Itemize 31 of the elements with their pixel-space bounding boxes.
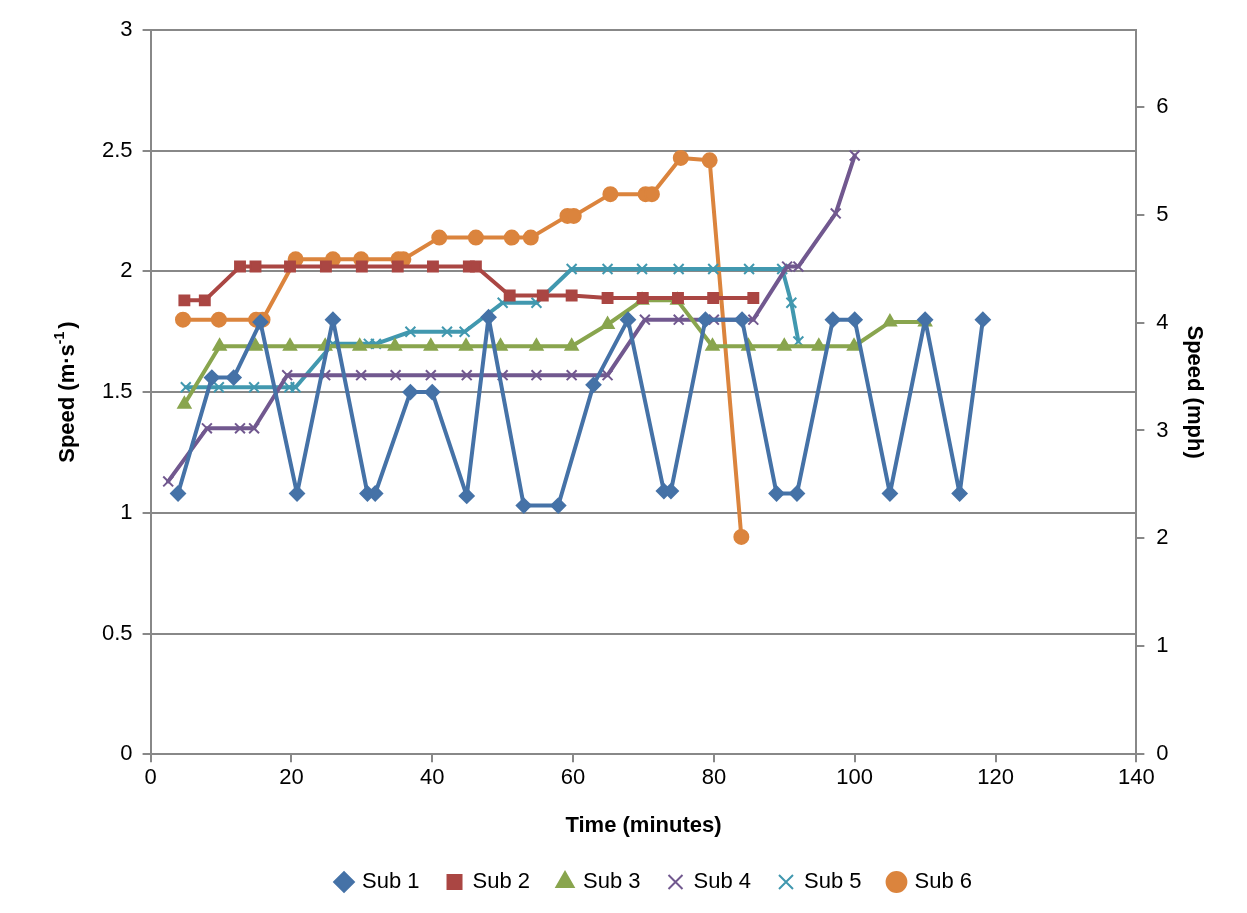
legend-label: Sub 6 — [914, 868, 972, 894]
x-tick-label: 20 — [279, 764, 304, 790]
y-tick-label: 0.5 — [101, 619, 133, 645]
y2-tick-label: 6 — [1156, 92, 1169, 118]
legend-label: Sub 4 — [693, 868, 751, 894]
x-axis-title: Time (minutes) — [565, 811, 722, 837]
y2-tick-label: 2 — [1156, 524, 1169, 550]
y2-tick-label: 5 — [1156, 200, 1169, 226]
y2-tick-label: 3 — [1156, 416, 1169, 442]
y-tick-label: 2 — [120, 257, 133, 283]
legend-label: Sub 3 — [583, 868, 641, 894]
x-tick-label: 100 — [836, 764, 874, 790]
y-tick-label: 1.5 — [101, 378, 133, 404]
legend-label: Sub 2 — [472, 868, 531, 894]
y-axis-title: Speed (m·s-1) — [51, 321, 80, 463]
x-tick-label: 80 — [701, 764, 727, 790]
y2-tick-label: 4 — [1156, 308, 1169, 334]
y-tick-label: 2.5 — [101, 136, 133, 162]
x-tick-label: 120 — [977, 764, 1014, 790]
y2-tick-label: 0 — [1156, 740, 1169, 766]
y2-axis-title: Speed (mph) — [1182, 325, 1208, 459]
x-tick-label: 140 — [1118, 764, 1155, 790]
y-tick-label: 0 — [120, 740, 133, 766]
x-tick-label: 40 — [419, 764, 445, 790]
y-tick-label: 3 — [120, 16, 133, 42]
y2-tick-label: 1 — [1156, 632, 1169, 658]
x-tick-label: 60 — [560, 764, 586, 790]
legend-label: Sub 5 — [803, 868, 862, 894]
y-tick-label: 1 — [120, 498, 133, 524]
x-tick-label: 0 — [144, 764, 157, 790]
legend-label: Sub 1 — [362, 868, 420, 894]
